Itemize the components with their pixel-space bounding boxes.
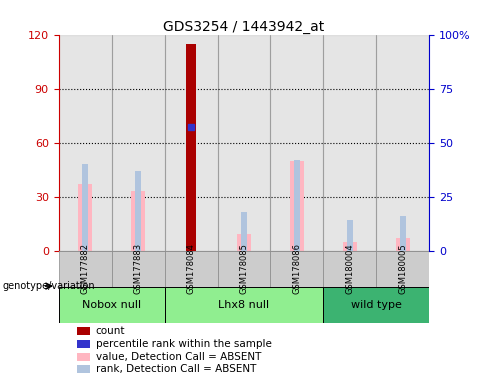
Text: GSM178084: GSM178084 [186,243,196,294]
Text: GSM178085: GSM178085 [240,243,248,294]
Bar [164,35,218,250]
Bar [82,164,88,250]
Bar [324,250,376,286]
Bar [135,170,141,250]
Bar [131,191,144,250]
Bar [59,35,112,250]
Bar [324,286,429,323]
Text: value, Detection Call = ABSENT: value, Detection Call = ABSENT [96,351,261,362]
Title: GDS3254 / 1443942_at: GDS3254 / 1443942_at [163,20,325,33]
Bar [218,35,270,250]
Bar [400,216,406,250]
Bar [77,353,90,361]
Text: GSM178086: GSM178086 [292,243,302,294]
Bar [376,35,429,250]
Bar [164,250,218,286]
Text: genotype/variation: genotype/variation [2,281,95,291]
Bar [186,43,196,250]
Text: GSM177883: GSM177883 [134,243,142,294]
Bar [77,365,90,373]
Bar [347,220,353,250]
Bar [218,250,270,286]
Bar [112,250,164,286]
Text: wild type: wild type [351,300,402,310]
Bar [344,242,357,250]
Text: percentile rank within the sample: percentile rank within the sample [96,339,271,349]
Text: rank, Detection Call = ABSENT: rank, Detection Call = ABSENT [96,364,256,374]
Bar [164,286,324,323]
Bar [79,184,92,250]
Text: GSM180004: GSM180004 [346,243,354,294]
Bar [59,250,112,286]
Bar [77,340,90,348]
Text: count: count [96,326,125,336]
Bar [241,212,247,250]
Text: GSM177882: GSM177882 [81,243,90,294]
Bar [324,35,376,250]
Bar [294,160,300,250]
Bar [270,250,324,286]
Bar [270,35,324,250]
Bar [376,250,429,286]
Text: Nobox null: Nobox null [82,300,141,310]
Text: GSM180005: GSM180005 [398,243,407,294]
Bar [290,161,304,250]
Bar [237,234,251,250]
Text: Lhx8 null: Lhx8 null [219,300,269,310]
Bar [59,286,164,323]
Bar [77,327,90,335]
Bar [112,35,164,250]
Bar [396,238,409,250]
